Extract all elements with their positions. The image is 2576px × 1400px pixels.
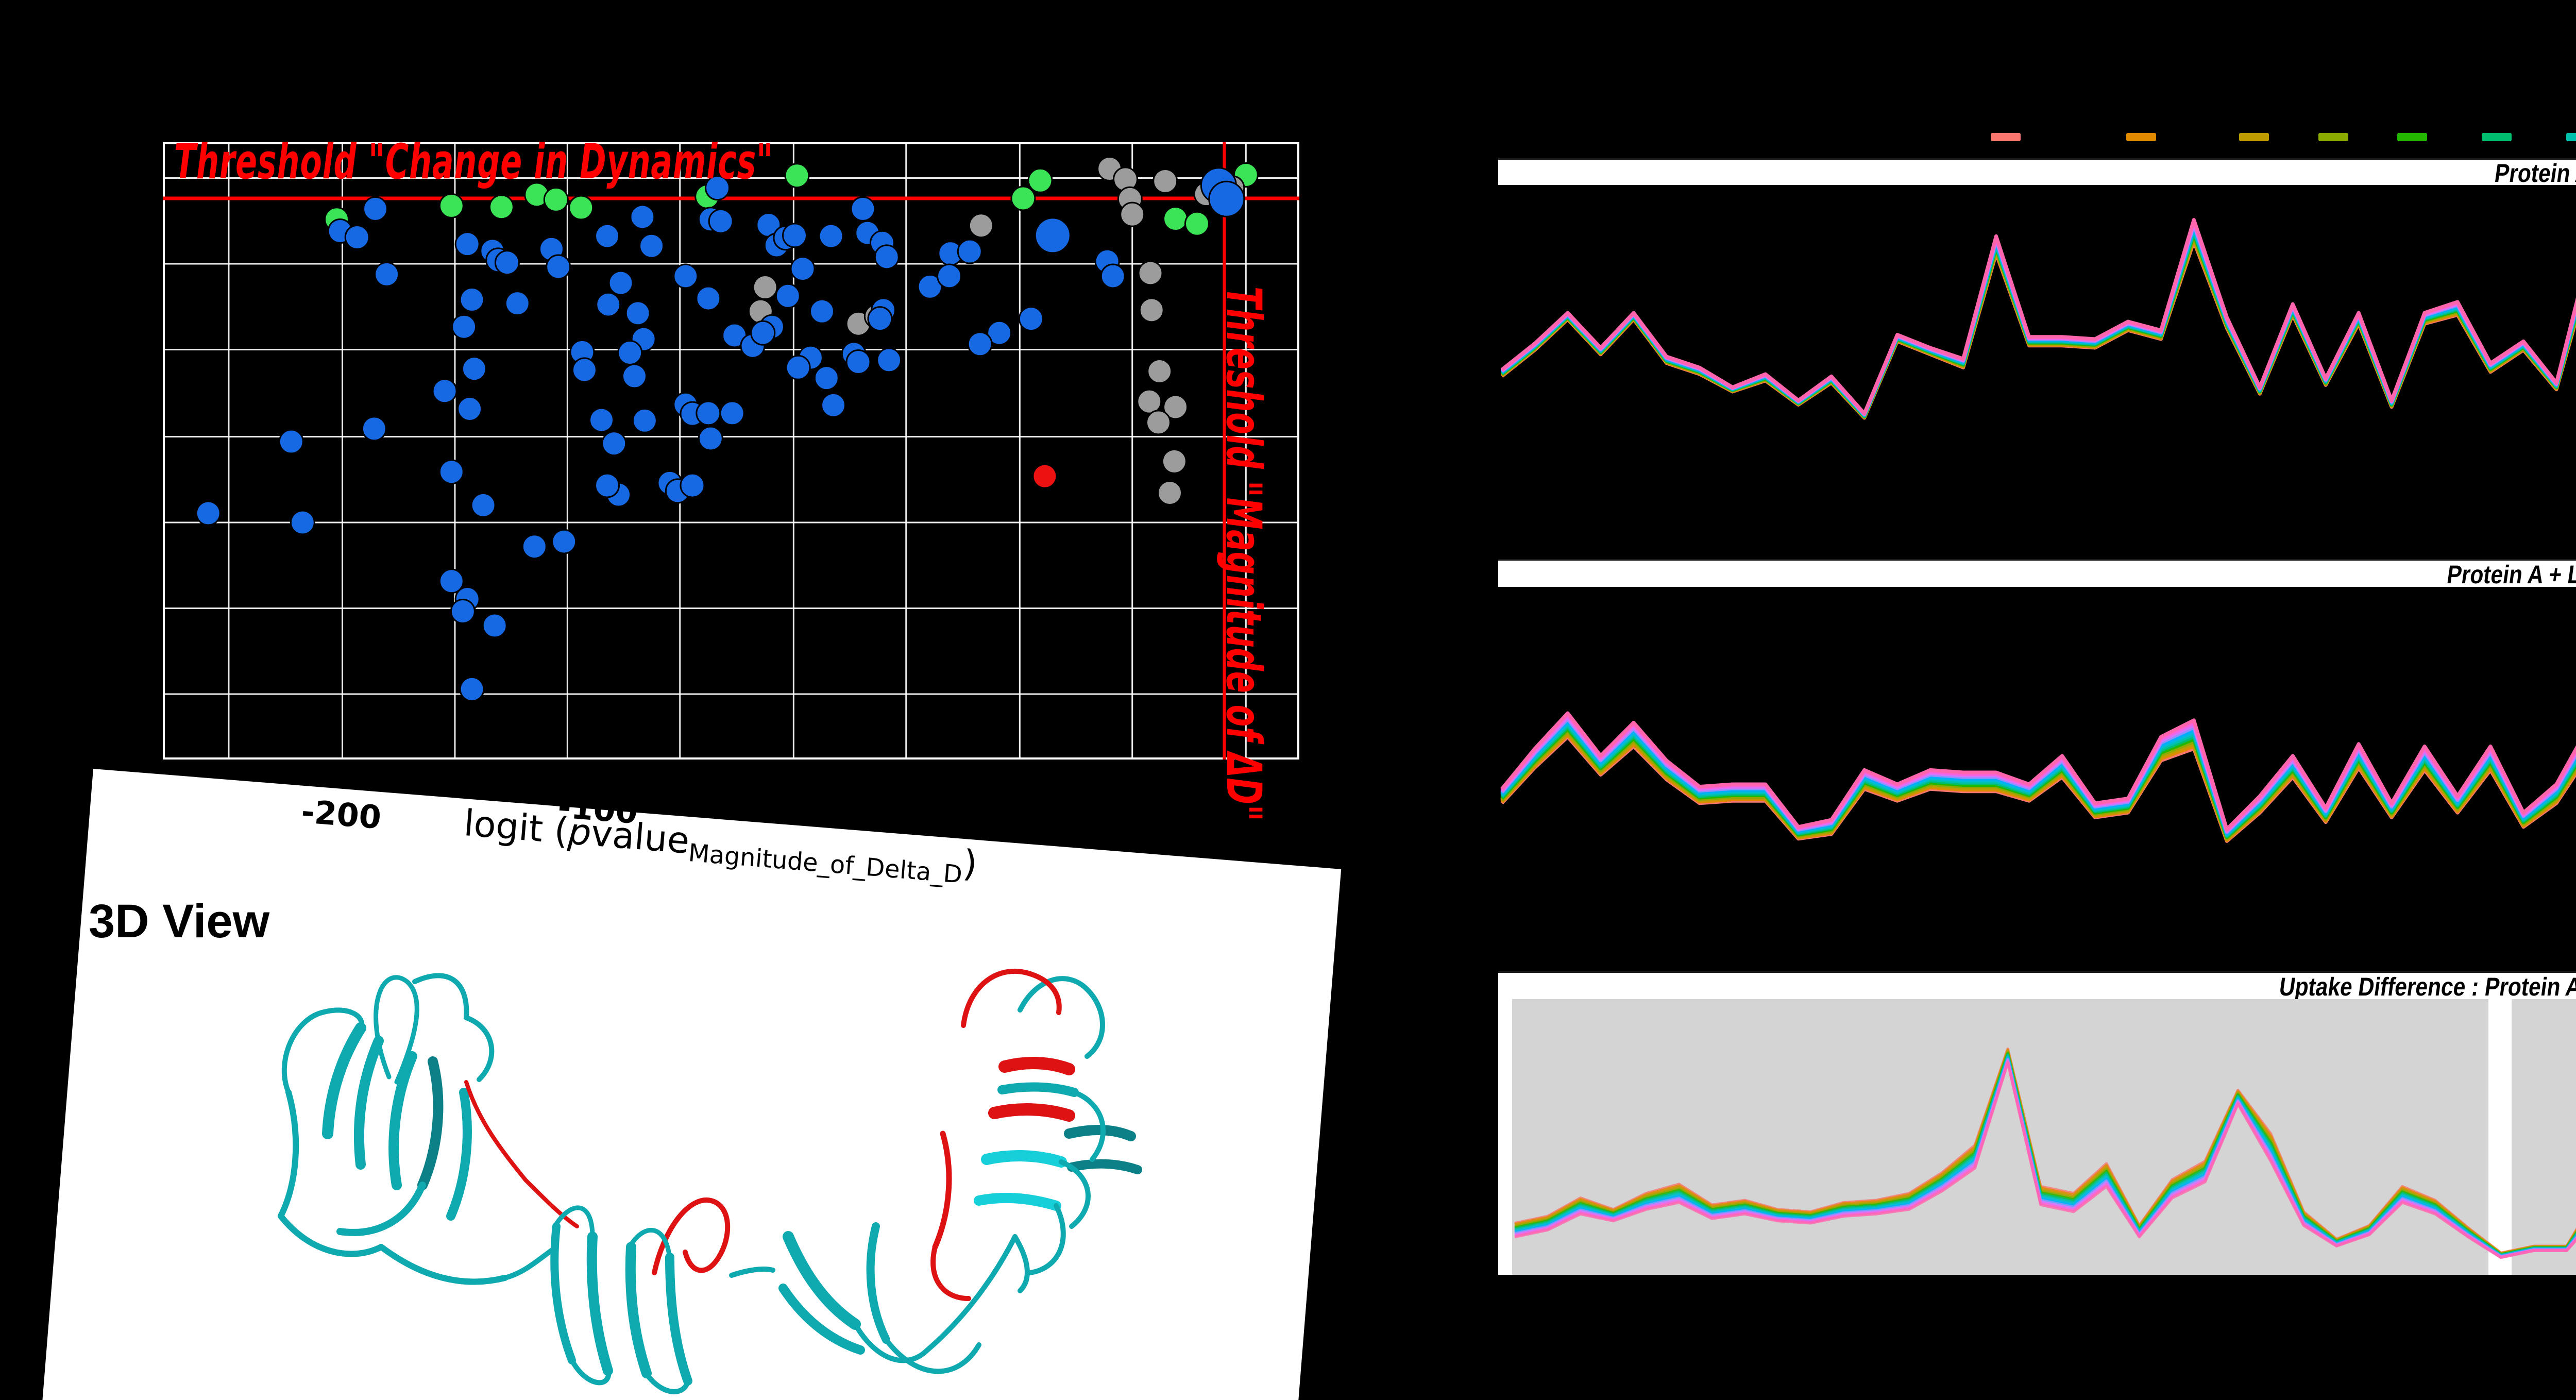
viewer-3d-title: 3D View [89, 895, 270, 948]
strip-protein-a-title: Protein A [2493, 159, 2576, 188]
legend-key-6[interactable] [2482, 133, 2512, 141]
protein-teal-ribbon [464, 1015, 495, 1082]
protein-teal-ribbon [336, 1182, 426, 1236]
protein-red-segment [961, 969, 1033, 1028]
threshold-change-in-dynamics-label: Threshold "Change in Dynamics" [174, 134, 774, 190]
strip-protein-a-ligand-title: Protein A + Ligand [2445, 560, 2576, 589]
protein-teal-ribbon [1012, 1234, 1030, 1293]
protein-teal-ribbon [550, 1222, 576, 1364]
protein-teal-ribbon [1028, 1203, 1066, 1275]
protein-teal-ribbon [586, 1232, 613, 1376]
protein-teal-ribbon [625, 1242, 652, 1378]
strip-uptake-difference: Uptake Difference : Protein A - (Protein… [1498, 971, 2576, 1001]
protein-teal-ribbon [866, 1222, 890, 1344]
protein-teal-ribbon [629, 1227, 672, 1262]
timepoint-legend[interactable] [0, 0, 2576, 155]
chart-uptake-difference[interactable] [1498, 999, 2576, 1275]
protein-red-segment [930, 1244, 971, 1301]
protein-teal-ribbon [1018, 976, 1090, 1013]
protein-teal-ribbon [278, 1089, 299, 1219]
legend-key-5[interactable] [2397, 133, 2427, 141]
protein-teal-ribbon [278, 1213, 384, 1257]
protein-teal-ribbon [729, 1267, 775, 1278]
strip-protein-a-ligand: Protein A + Ligand [1498, 559, 2576, 589]
protein-red-segment [998, 1057, 1075, 1075]
chart-protein-a[interactable] [1498, 185, 2576, 558]
protein-teal-ribbon [281, 1010, 325, 1095]
legend-key-7[interactable] [2566, 133, 2576, 141]
x-tick-minus-200: -200 [300, 792, 383, 837]
protein-teal-ribbon [353, 1036, 384, 1170]
protein-red-segment [652, 1197, 731, 1275]
protein-red-segment [464, 1080, 528, 1182]
protein-teal-ribbon [569, 1358, 612, 1386]
strip-uptake-difference-title: Uptake Difference : Protein A - (Protein… [2277, 972, 2576, 1001]
protein-teal-ribbon [378, 1244, 508, 1285]
legend-key-3[interactable] [2239, 133, 2269, 141]
protein-teal-ribbon [388, 1051, 417, 1190]
protein-teal-ribbon [417, 1056, 444, 1190]
volcano-scatter-canvas[interactable] [163, 142, 1299, 760]
legend-key-2[interactable] [2126, 133, 2156, 141]
protein-teal-ribbon [1059, 1159, 1091, 1229]
protein-teal-ribbon [884, 1337, 981, 1374]
protein-teal-ribbon [783, 1231, 861, 1330]
protein-red-segment [523, 1178, 579, 1228]
protein-teal-ribbon [554, 1205, 595, 1239]
protein-ribbon-structure[interactable] [227, 951, 1345, 1400]
protein-red-segment [932, 1131, 952, 1250]
protein-teal-ribbon [446, 1088, 472, 1221]
protein-teal-ribbon [1067, 1159, 1142, 1174]
protein-teal-ribbon [644, 1372, 690, 1394]
threshold-magnitude-label: Threshold "Magnitude of ΔD" [1215, 286, 1272, 822]
protein-teal-ribbon [1084, 987, 1105, 1059]
protein-teal-ribbon [322, 1022, 366, 1139]
volcano-plot[interactable]: Threshold "Change in Dynamics" Threshold… [163, 134, 1299, 822]
legend-key-4[interactable] [2318, 133, 2348, 141]
protein-red-segment [988, 1103, 1075, 1122]
chart-protein-a-ligand[interactable] [1498, 587, 2576, 970]
strip-protein-a: Protein A [1498, 158, 2576, 188]
protein-teal-ribbon [974, 1192, 1061, 1211]
protein-teal-ribbon [412, 973, 469, 1020]
protein-teal-ribbon [778, 1284, 865, 1355]
protein-teal-ribbon [502, 1244, 559, 1280]
difference-facet-2 [2512, 999, 2576, 1275]
protein-red-segment [1028, 971, 1062, 1015]
protein-teal-ribbon [981, 1150, 1067, 1168]
legend-key-1[interactable] [1991, 133, 2021, 141]
protein-teal-ribbon [1064, 1125, 1136, 1141]
protein-teal-ribbon [374, 975, 419, 1085]
protein-teal-ribbon [665, 1253, 692, 1386]
protein-teal-ribbon [925, 1234, 1018, 1353]
protein-teal-ribbon [997, 1082, 1079, 1097]
protein-teal-ribbon [853, 1322, 930, 1363]
protein-teal-ribbon [1072, 1090, 1106, 1162]
